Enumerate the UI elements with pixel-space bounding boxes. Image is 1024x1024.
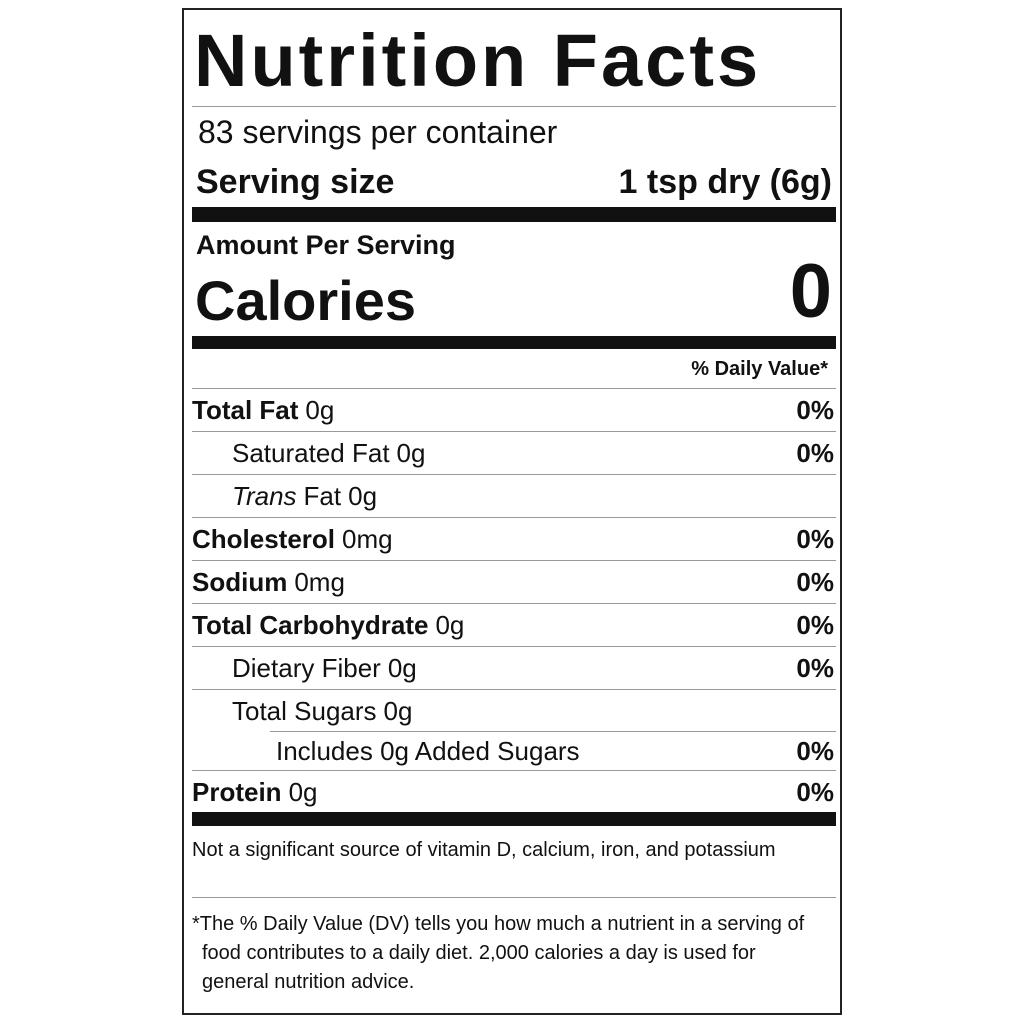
- calories-value: 0: [789, 249, 832, 334]
- note: Not a significant source of vitamin D, c…: [192, 839, 776, 861]
- nutrient-label: Total Sugars: [232, 695, 377, 726]
- nutrient-amount: 0g: [305, 394, 335, 425]
- label-frame: [182, 8, 842, 1015]
- divider: [192, 646, 836, 647]
- divider: [270, 731, 836, 732]
- nutrient-row: Protein 0g 0%: [192, 771, 834, 813]
- nutrient-amount: 0g: [396, 437, 426, 468]
- divider: [192, 431, 836, 432]
- nutrient-label: Sodium: [192, 566, 288, 597]
- title: Nutrition Facts: [194, 19, 762, 102]
- serving-size-row: Serving size 1 tsp dry (6g): [196, 163, 832, 202]
- nutrient-row: Saturated Fat 0g 0%: [232, 432, 834, 474]
- footnote: *The % Daily Value (DV) tells you how mu…: [192, 913, 805, 993]
- calories-label: Calories: [195, 269, 416, 332]
- nutrient-dv: 0%: [796, 437, 834, 468]
- nutrient-amount: 0g: [387, 652, 417, 683]
- nutrient-amount: 0g: [383, 695, 413, 726]
- nutrient-label: Fat: [303, 480, 342, 511]
- divider: [192, 770, 836, 771]
- nutrient-row: Cholesterol 0mg 0%: [192, 518, 834, 560]
- nutrient-label: Dietary Fiber: [232, 652, 381, 683]
- divider: [192, 517, 836, 518]
- nutrient-row: Total Fat 0g 0%: [192, 389, 834, 431]
- nutrient-amount: 0mg: [342, 523, 393, 554]
- nutrient-dv: 0%: [796, 652, 834, 683]
- serving-size-label: Serving size: [196, 163, 395, 201]
- nutrient-label-italic: Trans: [232, 480, 297, 511]
- servings: 83 servings per container: [198, 114, 558, 150]
- nutrient-label: Total Fat: [192, 394, 299, 425]
- nutrient-label: Includes 0g Added Sugars: [276, 735, 580, 766]
- nutrient-dv: 0%: [796, 394, 834, 425]
- serving-size: 1 tsp dry (6g): [618, 163, 832, 201]
- nutrient-dv: 0%: [796, 566, 834, 597]
- divider: [192, 388, 836, 389]
- nutrient-row: Total Carbohydrate 0g 0%: [192, 604, 834, 646]
- nutrient-row: Includes 0g Added Sugars 0%: [276, 730, 834, 772]
- nutrient-dv: 0%: [796, 609, 834, 640]
- nutrient-amount: 0mg: [294, 566, 345, 597]
- nutrient-amount: 0g: [288, 776, 318, 807]
- divider: [192, 603, 836, 604]
- nutrient-amount: 0g: [435, 609, 465, 640]
- divider: [192, 897, 836, 898]
- amount-heading: Amount Per Serving: [196, 230, 456, 260]
- nutrient-row: Trans Fat 0g: [232, 475, 834, 517]
- nutrient-dv: 0%: [796, 776, 834, 807]
- daily-value-heading: % Daily Value*: [691, 358, 828, 380]
- thick-bar: [192, 207, 836, 222]
- nutrient-row: Total Sugars 0g: [232, 690, 834, 732]
- nutrient-row: Sodium 0mg 0%: [192, 561, 834, 603]
- thick-bar: [192, 336, 836, 349]
- nutrient-dv: 0%: [796, 523, 834, 554]
- thick-bar: [192, 812, 836, 826]
- nutrient-label: Cholesterol: [192, 523, 336, 554]
- divider: [192, 474, 836, 475]
- divider: [192, 106, 836, 107]
- divider: [192, 689, 836, 690]
- divider: [192, 560, 836, 561]
- nutrient-label: Total Carbohydrate: [192, 609, 429, 640]
- nutrient-amount: 0g: [348, 480, 378, 511]
- nutrient-row: Dietary Fiber 0g 0%: [232, 647, 834, 689]
- nutrient-label: Protein: [192, 776, 282, 807]
- nutrient-label: Saturated Fat: [232, 437, 390, 468]
- nutrient-dv: 0%: [796, 735, 834, 766]
